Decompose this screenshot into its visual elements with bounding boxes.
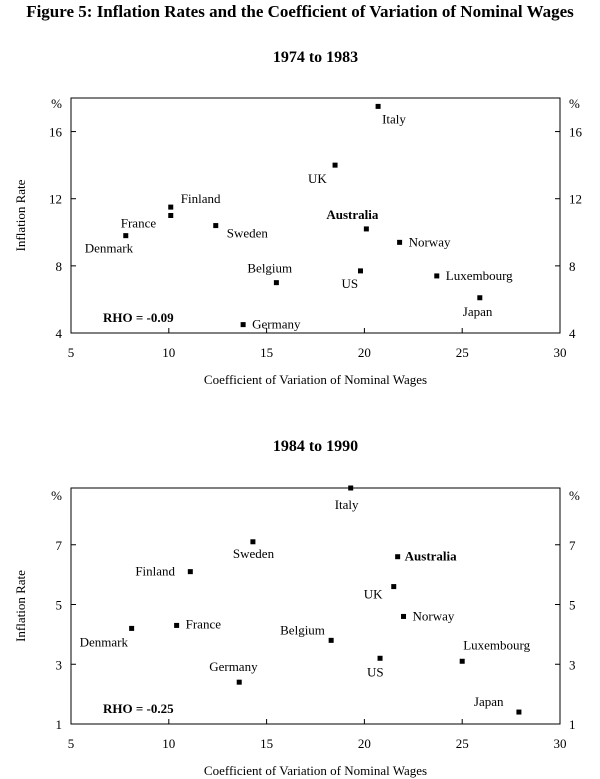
point-italy [348, 485, 354, 491]
point-luxembourg [459, 658, 465, 664]
point-label-france: France [121, 216, 157, 231]
x-tick-label: 15 [260, 736, 273, 751]
point-label-australia: Australia [326, 207, 379, 222]
y-tick-label-right: 16 [569, 125, 583, 140]
point-label-germany: Germany [252, 317, 301, 332]
point-us [357, 268, 363, 274]
point-germany [240, 322, 246, 328]
point-label-italy: Italy [335, 497, 359, 512]
y-tick-label-left: 1 [56, 717, 63, 732]
point-japan [477, 295, 483, 301]
y-tick-label-left: 7 [56, 538, 63, 553]
point-label-belgium: Belgium [247, 261, 292, 276]
x-tick-label: 10 [162, 736, 175, 751]
point-label-uk: UK [308, 171, 327, 186]
figure-title: Figure 5: Inflation Rates and the Coeffi… [26, 2, 574, 21]
point-label-france: France [186, 616, 222, 631]
y-tick-label-right: 8 [569, 259, 576, 274]
rho-annotation: RHO = -0.09 [103, 310, 174, 325]
y-tick-label-left: 5 [56, 598, 63, 613]
point-denmark [123, 233, 129, 239]
point-label-luxembourg: Luxembourg [446, 268, 513, 283]
x-tick-label: 5 [68, 736, 75, 751]
y-tick-label-left: 3 [56, 657, 63, 672]
point-uk [391, 584, 397, 590]
point-label-norway: Norway [409, 234, 451, 249]
point-italy [375, 103, 381, 109]
point-germany [236, 679, 242, 685]
y-tick-label-left: 16 [49, 125, 63, 140]
x-tick-label: 20 [358, 345, 371, 360]
point-uk [332, 162, 338, 168]
point-label-japan: Japan [474, 694, 504, 709]
point-label-norway: Norway [413, 608, 455, 623]
point-label-luxembourg: Luxembourg [463, 637, 530, 652]
point-label-germany: Germany [209, 659, 258, 674]
point-australia [395, 554, 401, 560]
y-tick-label-right: 3 [569, 657, 576, 672]
x-tick-label: 30 [554, 736, 567, 751]
y-unit-right: % [569, 488, 580, 503]
point-japan [516, 709, 522, 715]
x-axis-label: Coefficient of Variation of Nominal Wage… [204, 372, 427, 387]
point-norway [401, 613, 407, 619]
point-belgium [328, 637, 334, 643]
y-axis-label: Inflation Rate [13, 570, 28, 642]
point-luxembourg [434, 273, 440, 279]
point-label-sweden: Sweden [233, 546, 275, 561]
point-france [168, 213, 174, 218]
x-axis-label: Coefficient of Variation of Nominal Wage… [204, 763, 427, 778]
point-france [174, 622, 180, 628]
point-sweden [213, 223, 219, 229]
x-tick-label: 25 [456, 345, 469, 360]
point-finland [187, 569, 193, 575]
point-label-us: US [341, 276, 358, 291]
x-tick-label: 20 [358, 736, 371, 751]
point-finland [168, 204, 174, 210]
y-tick-label-right: 1 [569, 717, 576, 732]
point-label-belgium: Belgium [280, 622, 325, 637]
y-unit-right: % [569, 96, 580, 111]
y-tick-label-right: 7 [569, 538, 576, 553]
point-belgium [273, 280, 279, 286]
point-label-sweden: Sweden [227, 226, 269, 241]
y-tick-label-left: 4 [56, 326, 63, 341]
point-sweden [250, 539, 256, 545]
panel-title: 1974 to 1983 [273, 49, 358, 66]
plot-frame [70, 97, 561, 334]
point-denmark [129, 625, 135, 631]
point-label-us: US [367, 664, 384, 679]
x-tick-label: 25 [456, 736, 469, 751]
y-tick-label-right: 12 [569, 192, 582, 207]
x-tick-label: 5 [68, 345, 75, 360]
point-label-italy: Italy [382, 111, 406, 126]
point-label-denmark: Denmark [85, 241, 134, 256]
point-us [377, 655, 383, 661]
y-unit-left: % [51, 488, 62, 503]
point-label-japan: Japan [463, 304, 493, 319]
y-tick-label-left: 12 [49, 192, 62, 207]
point-norway [397, 239, 403, 245]
rho-annotation: RHO = -0.25 [103, 701, 174, 716]
x-tick-label: 15 [260, 345, 273, 360]
x-tick-label: 30 [554, 345, 567, 360]
point-australia [363, 226, 369, 232]
y-tick-label-left: 8 [56, 259, 63, 274]
plot-frame [70, 487, 561, 725]
y-axis-label: Inflation Rate [13, 179, 28, 251]
panel-title: 1984 to 1990 [273, 438, 358, 455]
x-tick-label: 10 [162, 345, 175, 360]
point-label-denmark: Denmark [80, 634, 129, 649]
point-label-finland: Finland [181, 191, 221, 206]
point-label-uk: UK [364, 587, 383, 602]
point-label-finland: Finland [135, 564, 175, 579]
point-label-australia: Australia [405, 549, 458, 564]
y-tick-label-right: 5 [569, 598, 576, 613]
y-unit-left: % [51, 96, 62, 111]
y-tick-label-right: 4 [569, 326, 576, 341]
